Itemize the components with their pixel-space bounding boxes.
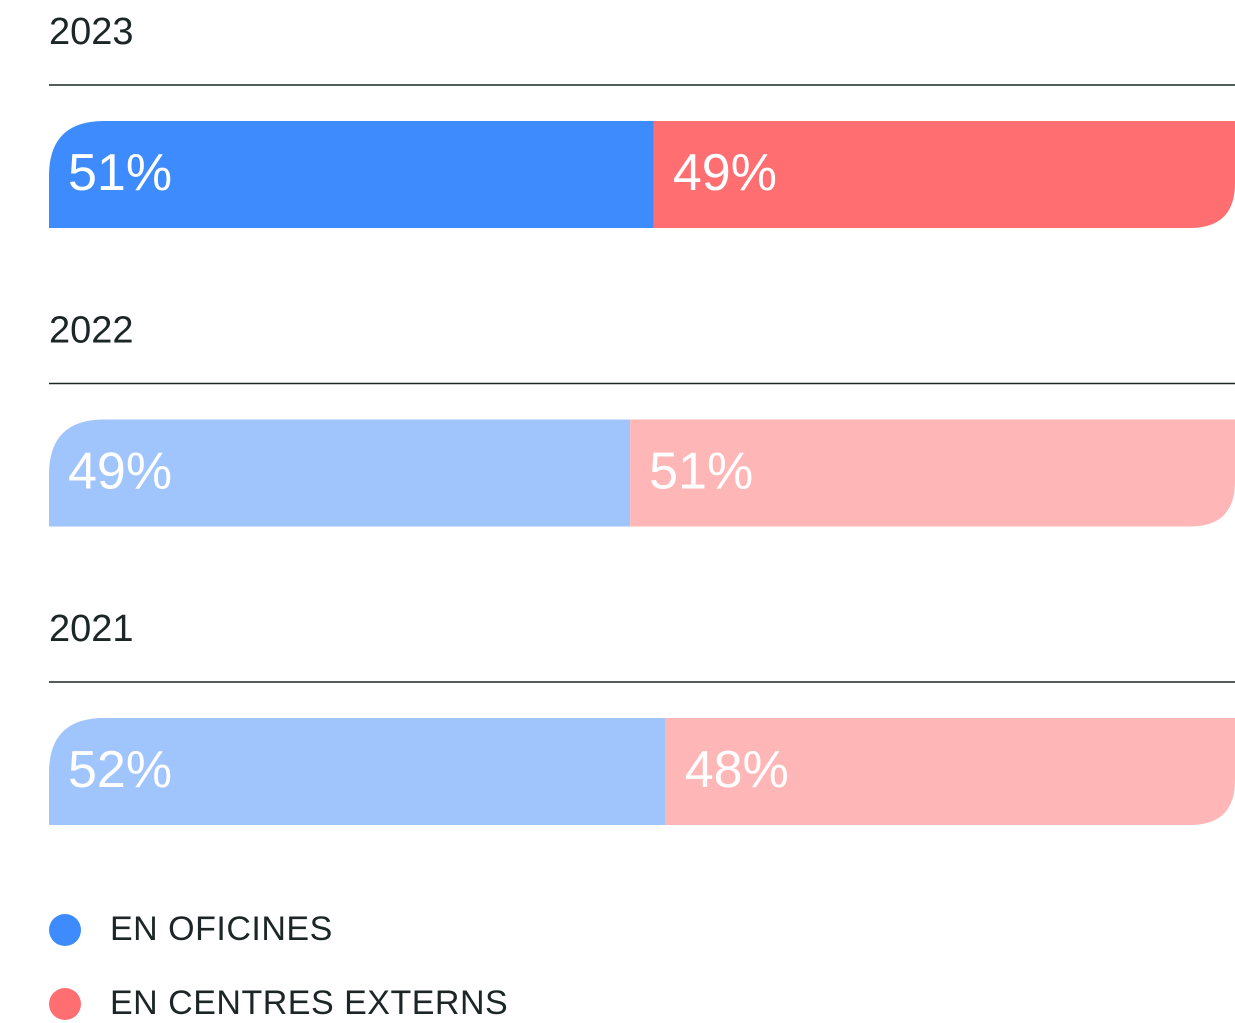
bar-segment (49, 121, 654, 228)
bar-segment (49, 718, 666, 825)
bar-segment (665, 718, 1235, 825)
year-label: 2022 (49, 310, 134, 352)
value-label: 51% (649, 443, 753, 501)
bar-row (49, 718, 1235, 825)
legend-label: EN CENTRES EXTERNS (110, 984, 508, 1022)
value-label: 49% (673, 144, 777, 202)
legend-swatch (49, 914, 81, 946)
value-label: 51% (68, 144, 172, 202)
bar-segment (653, 121, 1235, 228)
bar-row (49, 419, 1235, 527)
year-label: 2023 (49, 11, 134, 53)
year-label: 2021 (49, 608, 134, 650)
value-label: 48% (685, 741, 789, 799)
value-label: 52% (68, 741, 172, 799)
legend-label: EN OFICINES (110, 910, 333, 948)
legend-swatch (49, 988, 81, 1020)
bar-segment (630, 419, 1235, 527)
value-label: 49% (68, 443, 172, 501)
bar-row (49, 121, 1235, 228)
bar-segment (49, 419, 631, 527)
